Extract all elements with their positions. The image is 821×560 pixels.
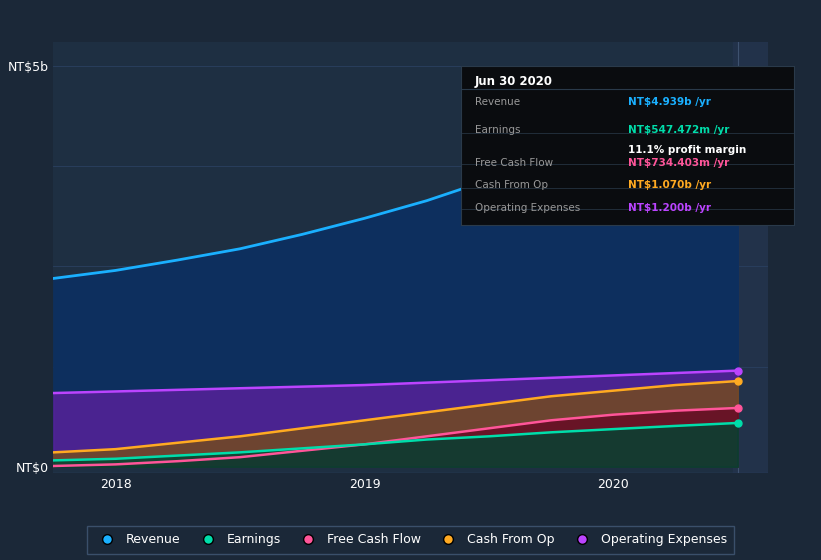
Text: Earnings: Earnings — [475, 124, 521, 134]
Legend: Revenue, Earnings, Free Cash Flow, Cash From Op, Operating Expenses: Revenue, Earnings, Free Cash Flow, Cash … — [87, 526, 734, 554]
Text: Free Cash Flow: Free Cash Flow — [475, 158, 553, 168]
Text: NT$547.472m /yr: NT$547.472m /yr — [628, 124, 729, 134]
Text: 11.1% profit margin: 11.1% profit margin — [628, 146, 746, 155]
Text: NT$1.070b /yr: NT$1.070b /yr — [628, 180, 711, 190]
Text: NT$1.200b /yr: NT$1.200b /yr — [628, 203, 711, 213]
Text: NT$4.939b /yr: NT$4.939b /yr — [628, 97, 710, 108]
Text: NT$734.403m /yr: NT$734.403m /yr — [628, 158, 729, 168]
Text: Revenue: Revenue — [475, 97, 520, 108]
Text: Jun 30 2020: Jun 30 2020 — [475, 75, 553, 88]
Text: Operating Expenses: Operating Expenses — [475, 203, 580, 213]
Bar — [733, 42, 768, 473]
Text: Cash From Op: Cash From Op — [475, 180, 548, 190]
